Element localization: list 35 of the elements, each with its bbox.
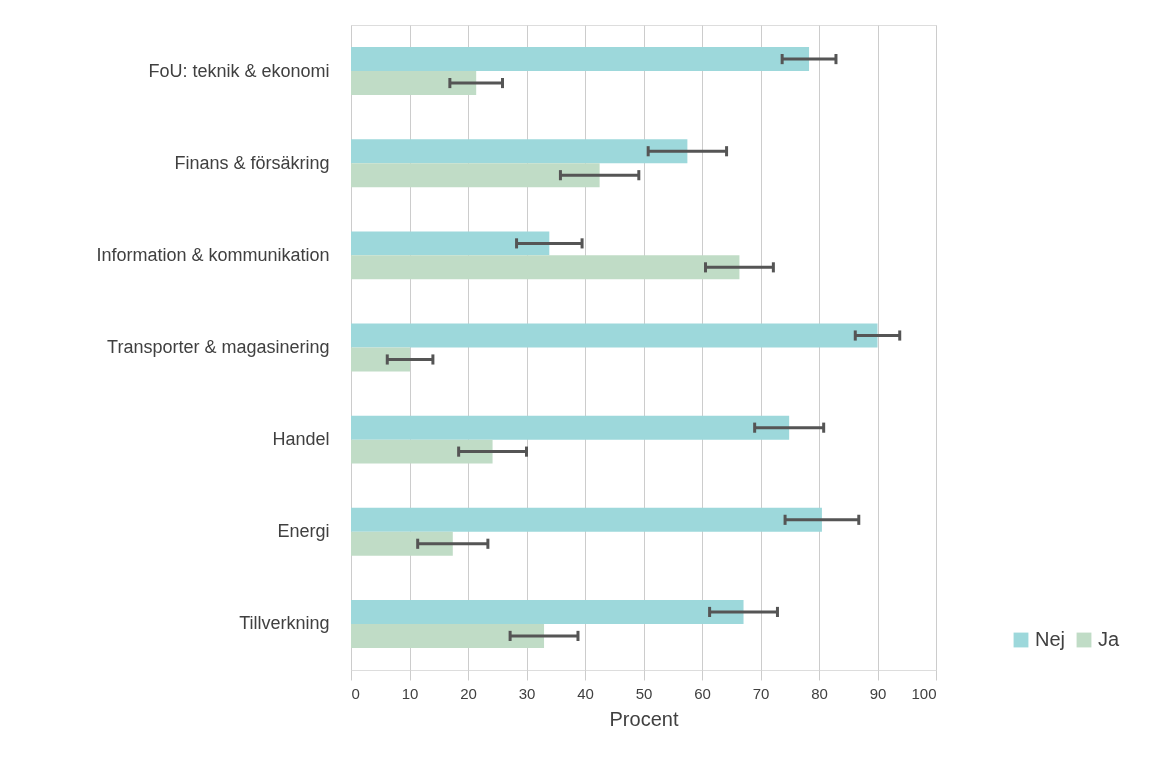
x-tick-label: 0 (351, 684, 360, 702)
y-tick-label: Information & kommunikation (96, 244, 330, 265)
x-tick-label: 60 (694, 684, 711, 702)
legend-label: Nej (1035, 628, 1066, 650)
bar (351, 71, 477, 96)
y-tick-label: Handel (272, 429, 330, 450)
y-tick-label: Finans & försäkring (174, 152, 330, 173)
x-tick-label: 50 (635, 684, 653, 702)
legend-label: Ja (1098, 628, 1120, 650)
x-tick-label: 90 (869, 684, 887, 702)
bar (351, 47, 810, 72)
x-tick-label: 10 (401, 684, 419, 702)
bar (351, 439, 493, 464)
bar (351, 323, 878, 348)
bar (351, 139, 688, 164)
bar (351, 255, 740, 280)
bar (351, 599, 744, 624)
y-tick-label: FoU: teknik & ekonomi (148, 60, 330, 81)
x-tick-label: 20 (460, 684, 477, 702)
y-tick-label: Energi (277, 521, 330, 542)
bar (351, 623, 545, 648)
bar (351, 415, 790, 440)
x-tick-label: 40 (577, 684, 594, 702)
bar (351, 507, 822, 532)
bar (351, 163, 600, 188)
x-tick-label: 30 (518, 684, 536, 702)
bar (351, 531, 453, 556)
y-tick-label: Transporter & magasinering (107, 337, 330, 357)
x-tick-label: 80 (811, 684, 828, 702)
x-tick-label: 70 (752, 684, 770, 702)
bar (351, 231, 550, 256)
x-axis-title: Procent (609, 707, 679, 730)
y-tick-label: Tillverkning (239, 613, 330, 634)
x-tick-label: 100 (911, 684, 937, 702)
bar (351, 347, 411, 372)
